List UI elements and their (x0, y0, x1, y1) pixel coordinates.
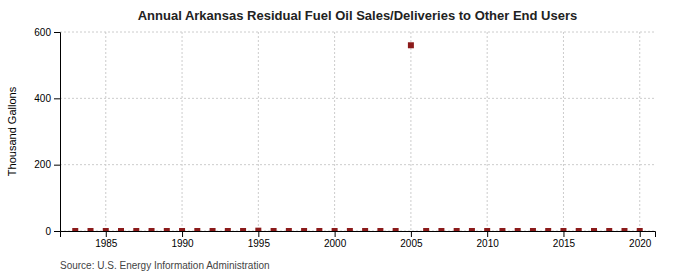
source: Source: U.S. Energy Information Administ… (60, 260, 270, 271)
x-tick-mark (411, 231, 412, 237)
x-tick-mark (487, 231, 488, 237)
y-tick-mark (54, 231, 60, 232)
x-tick-mark (106, 231, 107, 237)
point (530, 228, 536, 231)
point (118, 228, 124, 231)
x-tick: 2015 (553, 231, 576, 249)
x-grid-line (334, 32, 335, 231)
point (545, 228, 551, 231)
point (225, 228, 231, 231)
point (286, 228, 292, 231)
point (560, 228, 566, 231)
point (103, 228, 109, 231)
y-tick-mark (54, 32, 60, 33)
x-tick-label: 1985 (95, 238, 118, 249)
x-grid-line (105, 32, 106, 231)
x-tick: 1995 (248, 231, 271, 249)
x-tick-mark (182, 231, 183, 237)
point (423, 228, 429, 231)
x-tick-mark (258, 231, 259, 237)
point (194, 228, 200, 231)
x-tick-mark (640, 231, 641, 237)
y-tick: 400 (34, 93, 60, 104)
point (133, 228, 139, 231)
y-grid-line (60, 98, 655, 99)
point (255, 228, 261, 231)
x-axis-line (61, 232, 656, 238)
x-tick: 2005 (400, 231, 423, 249)
point (454, 228, 460, 231)
point (377, 228, 383, 231)
x-grid-line (258, 32, 259, 231)
point (606, 228, 612, 231)
point (179, 228, 185, 231)
x-grid-line (563, 32, 564, 231)
y-tick-label: 0 (45, 226, 51, 237)
x-tick: 2020 (629, 231, 652, 249)
x-tick: 1990 (171, 231, 194, 249)
point (469, 228, 475, 231)
x-tick-label: 2010 (477, 238, 500, 249)
point (637, 228, 643, 231)
title: Annual Arkansas Residual Fuel Oil Sales/… (138, 8, 578, 23)
y-axis-line (54, 33, 61, 232)
x-tick-mark (563, 231, 564, 237)
y-axis-title: Thousand Gallons (6, 86, 18, 176)
y-tick: 600 (34, 27, 60, 38)
point (515, 228, 521, 231)
point (408, 42, 414, 48)
point (72, 228, 78, 231)
point (316, 228, 322, 231)
y-tick: 0 (45, 226, 60, 237)
x-tick: 1985 (95, 231, 118, 249)
y-axis: 0 200 400 600 (34, 27, 60, 237)
x-tick-label: 2020 (629, 238, 652, 249)
x-tick-label: 2000 (324, 238, 347, 249)
y-tick: 200 (34, 159, 60, 170)
point (301, 228, 307, 231)
x-tick-label: 2005 (400, 238, 423, 249)
x-grid-line (487, 32, 488, 231)
point (347, 228, 353, 231)
x-grid-line (182, 32, 183, 231)
y-tick-label: 600 (34, 27, 51, 38)
x-tick-label: 2015 (553, 238, 576, 249)
point (210, 228, 216, 231)
point (164, 228, 170, 231)
point (499, 228, 505, 231)
chart: 1985 1990 1995 2000 2005 2010 2015 2020 0 200 400 6… (0, 0, 675, 275)
x-axis: 1985 1990 1995 2000 2005 2010 2015 2020 (61, 231, 656, 249)
x-tick-mark (335, 231, 336, 237)
point (362, 228, 368, 231)
x-tick-label: 1990 (171, 238, 194, 249)
point (332, 228, 338, 231)
y-tick-mark (54, 98, 60, 99)
point (149, 228, 155, 231)
plot: 1985 1990 1995 2000 2005 2010 2015 2020 0 200 400 6… (34, 27, 655, 249)
x-tick: 2000 (324, 231, 347, 249)
x-tick: 2010 (477, 231, 500, 249)
point (576, 228, 582, 231)
point (484, 228, 490, 231)
point (88, 228, 94, 231)
point (438, 228, 444, 231)
x-grid-line (639, 32, 640, 231)
x-tick-label: 1995 (248, 238, 271, 249)
y-grid-line (60, 32, 655, 33)
y-tick-label: 400 (34, 93, 51, 104)
point (591, 228, 597, 231)
grid (60, 32, 655, 231)
point (393, 228, 399, 231)
points (72, 42, 642, 231)
y-tick-label: 200 (34, 159, 51, 170)
y-grid-line (60, 164, 655, 165)
point (240, 228, 246, 231)
y-tick-mark (54, 165, 60, 166)
point (621, 228, 627, 231)
point (271, 228, 277, 231)
x-grid-line (410, 32, 411, 231)
